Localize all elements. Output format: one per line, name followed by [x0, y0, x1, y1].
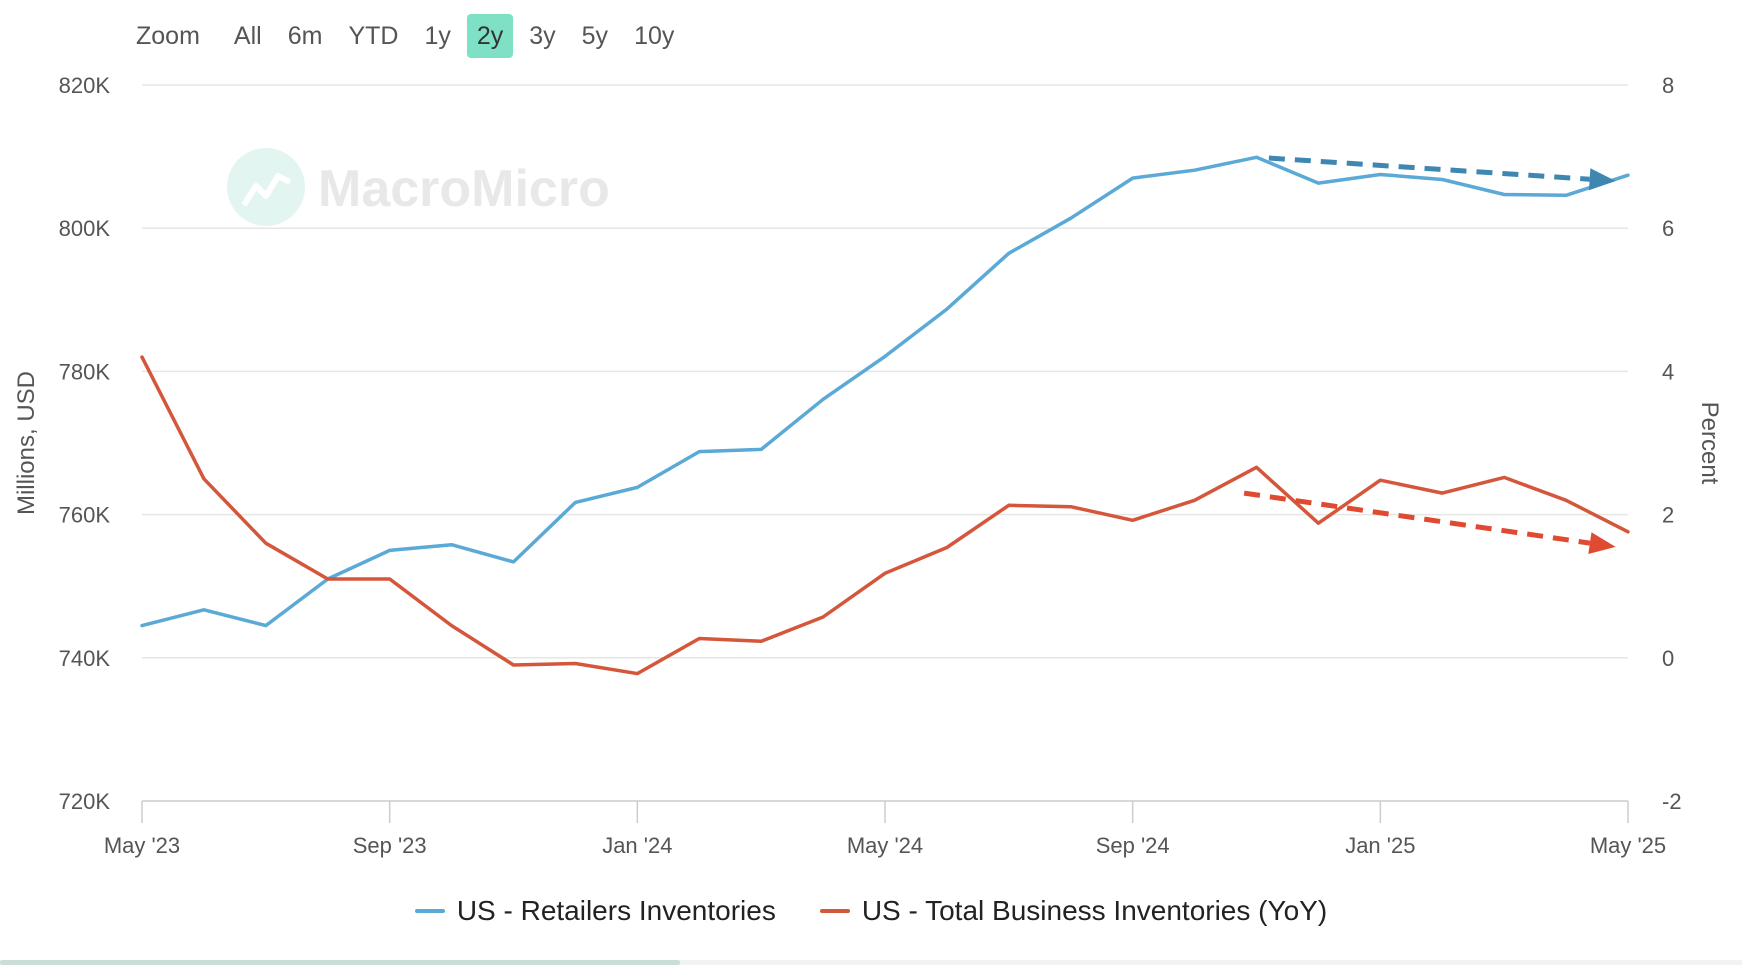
x-axis: May '23 Sep '23 Jan '24 May '24 Sep '24 Jan '…: [104, 801, 1666, 858]
series-layer: [140, 155, 1630, 676]
zoom-1y-button[interactable]: 1y: [424, 22, 451, 50]
zoom-ytd-button[interactable]: YTD: [348, 22, 399, 50]
trend-arrow-head-0: [1588, 168, 1616, 191]
legend: US - Retailers Inventories US - Total Bu…: [0, 895, 1742, 927]
right-tick-label: 6: [1662, 216, 1674, 241]
zoom-5y-button[interactable]: 5y: [581, 22, 609, 50]
x-tick-label: Sep '23: [353, 833, 427, 858]
left-tick-label: 760K: [59, 503, 111, 528]
series-line-0[interactable]: [140, 155, 1630, 628]
legend-label-business: US - Total Business Inventories (YoY): [861, 895, 1328, 926]
left-tick-label: 720K: [59, 789, 111, 814]
x-tick-label: May '25: [1590, 833, 1666, 858]
annotation-layer: [1243, 155, 1616, 554]
legend-swatch-business: [819, 909, 850, 913]
zoom-label: Zoom: [136, 21, 200, 50]
x-tick-label: Jan '24: [602, 833, 672, 858]
right-tick-label: 2: [1662, 503, 1674, 528]
zoom-2y-button[interactable]: 2y: [466, 14, 514, 58]
left-axis-title: Millions, USD: [13, 371, 40, 515]
zoom-6m-button[interactable]: 6m: [287, 22, 323, 50]
legend-item-retailers[interactable]: US - Retailers Inventories: [414, 895, 776, 927]
left-tick-label: 820K: [59, 73, 111, 98]
left-tick-label: 740K: [59, 646, 111, 671]
navigator-scrollbar[interactable]: [0, 960, 1742, 965]
left-tick-label: 800K: [59, 216, 111, 241]
trend-arrow-head-1: [1588, 532, 1616, 554]
left-tick-label: 780K: [59, 359, 111, 384]
watermark-text: MacroMicro: [318, 160, 610, 218]
legend-label-retailers: US - Retailers Inventories: [456, 895, 776, 926]
trend-arrow-line-1: [1243, 490, 1591, 546]
x-tick-label: Sep '24: [1096, 833, 1170, 858]
right-tick-label: 0: [1662, 646, 1674, 671]
right-axis-title: Percent: [1696, 402, 1723, 485]
zoom-bar: Zoom All 6m YTD 1y 2y 3y 5y 10y: [130, 14, 690, 58]
right-axis: -2 0 2 4 6 8: [1662, 73, 1682, 814]
zoom-3y-button[interactable]: 3y: [529, 22, 556, 50]
x-tick-label: Jan '25: [1345, 833, 1415, 858]
right-tick-label: 4: [1662, 359, 1674, 384]
x-tick-label: May '23: [104, 833, 180, 858]
watermark-logo-icon: [227, 148, 305, 226]
legend-item-business[interactable]: US - Total Business Inventories (YoY): [819, 895, 1328, 927]
x-tick-label: May '24: [847, 833, 923, 858]
left-axis: 720K 740K 760K 780K 800K 820K: [59, 73, 111, 814]
right-tick-label: 8: [1662, 73, 1674, 98]
zoom-all-button[interactable]: All: [233, 22, 262, 50]
watermark: MacroMicro: [227, 148, 610, 226]
right-tick-label: -2: [1662, 789, 1682, 814]
series-line-1[interactable]: [140, 355, 1630, 676]
zoom-10y-button[interactable]: 10y: [634, 22, 675, 50]
legend-swatch-retailers: [414, 909, 445, 913]
navigator-scroll-thumb[interactable]: [0, 960, 680, 965]
trend-arrow-line-0: [1268, 155, 1590, 182]
